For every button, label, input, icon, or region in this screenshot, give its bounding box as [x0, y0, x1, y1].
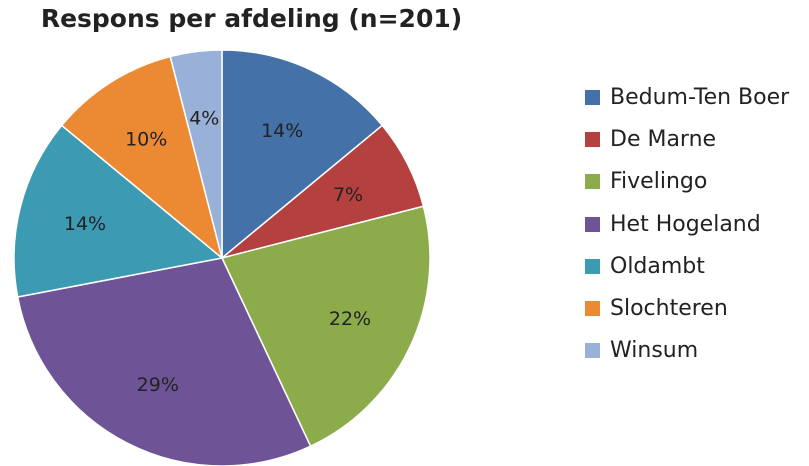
legend-label: Oldambt	[610, 253, 705, 279]
legend-item: Fivelingo	[585, 161, 789, 203]
legend-swatch	[585, 89, 600, 105]
slice-label: 10%	[125, 129, 167, 151]
legend-item: Slochteren	[585, 287, 789, 329]
pie-slice-winsum	[169, 49, 223, 259]
pie-slice-het-hogeland	[16, 257, 312, 466]
chart-title: Respons per afdeling (n=201)	[40, 4, 463, 33]
pie-labels: 14% 7% 22% 29% 14% 10% 4%	[64, 108, 371, 396]
pie-slice-oldambt	[13, 124, 224, 298]
legend-swatch	[585, 174, 600, 190]
chart-legend: Bedum-Ten Boer De Marne Fivelingo Het Hogel…	[585, 76, 789, 372]
legend-label: Winsum	[610, 338, 699, 364]
slice-label: 4%	[189, 108, 219, 130]
slice-label: 14%	[261, 120, 303, 142]
slice-label: 22%	[329, 308, 371, 330]
legend-item: De Marne	[585, 118, 789, 160]
slice-label: 7%	[333, 184, 363, 206]
slice-label: 14%	[64, 213, 106, 235]
legend-label: Bedum-Ten Boer	[610, 84, 790, 110]
legend-label: De Marne	[610, 126, 717, 152]
legend-label: Fivelingo	[610, 169, 708, 195]
legend-item: Het Hogeland	[585, 203, 789, 245]
legend-item: Oldambt	[585, 245, 789, 287]
legend-swatch	[585, 258, 600, 274]
slice-label: 29%	[137, 374, 179, 396]
legend-swatch	[585, 343, 600, 359]
pie-slice-fivelingo	[220, 205, 431, 448]
legend-swatch	[585, 216, 600, 232]
pie-slice-bedum-ten-boer	[221, 49, 384, 260]
legend-swatch	[585, 131, 600, 147]
legend-item: Winsum	[585, 330, 789, 372]
pie-slices	[13, 49, 431, 466]
legend-item: Bedum-Ten Boer	[585, 76, 789, 118]
legend-swatch	[585, 301, 600, 317]
legend-label: Het Hogeland	[610, 211, 761, 237]
legend-label: Slochteren	[610, 296, 728, 322]
pie-slice-slochteren	[60, 55, 224, 261]
